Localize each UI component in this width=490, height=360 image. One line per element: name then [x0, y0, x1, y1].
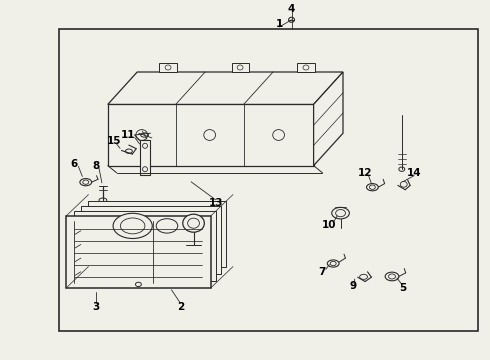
- Text: 9: 9: [349, 281, 356, 291]
- Text: 14: 14: [407, 168, 421, 178]
- Ellipse shape: [367, 184, 378, 191]
- Text: 12: 12: [358, 168, 372, 178]
- Ellipse shape: [327, 260, 339, 267]
- Bar: [140, 140, 150, 175]
- Text: 5: 5: [399, 283, 406, 293]
- Ellipse shape: [113, 213, 152, 238]
- Text: 1: 1: [276, 19, 283, 30]
- Text: 7: 7: [318, 267, 326, 277]
- Polygon shape: [108, 104, 314, 166]
- Polygon shape: [160, 63, 177, 72]
- Polygon shape: [231, 63, 248, 72]
- Polygon shape: [108, 72, 343, 104]
- Bar: [66, 216, 211, 288]
- Text: 13: 13: [208, 198, 223, 208]
- Text: 4: 4: [288, 4, 295, 14]
- Polygon shape: [297, 63, 315, 72]
- Bar: [74, 211, 216, 281]
- Bar: [59, 29, 478, 331]
- Text: 8: 8: [92, 161, 99, 171]
- Text: 2: 2: [177, 302, 184, 312]
- Ellipse shape: [385, 272, 399, 281]
- Bar: [88, 201, 226, 266]
- Text: 10: 10: [322, 220, 337, 230]
- Polygon shape: [314, 72, 343, 166]
- Ellipse shape: [183, 214, 204, 232]
- Text: 6: 6: [71, 159, 78, 169]
- Text: 11: 11: [121, 130, 136, 140]
- Ellipse shape: [332, 207, 349, 219]
- Text: 15: 15: [106, 136, 121, 146]
- Text: 3: 3: [92, 302, 99, 312]
- Bar: [81, 206, 221, 274]
- Ellipse shape: [156, 219, 178, 233]
